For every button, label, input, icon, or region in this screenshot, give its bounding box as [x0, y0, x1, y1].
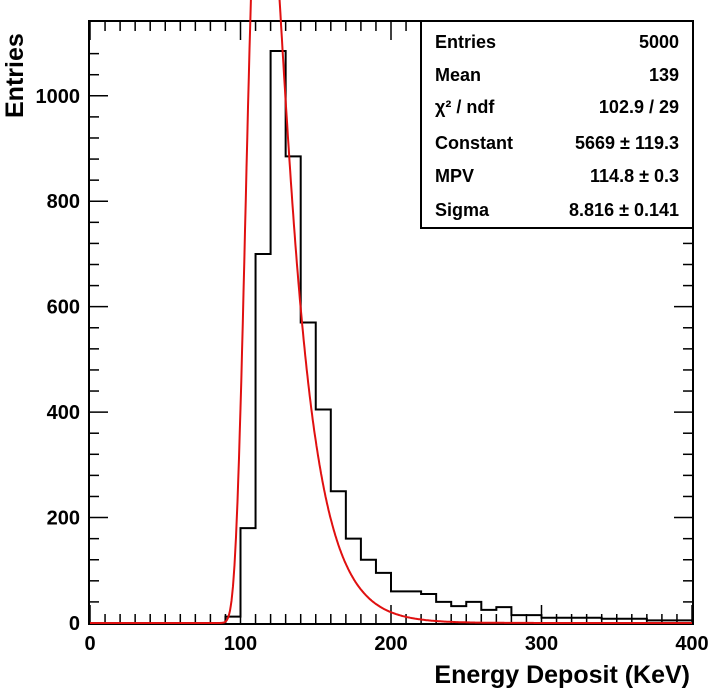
stats-rows: Entries 5000 Mean 139 χ² / ndf 102.9 / 29 Cons… — [435, 32, 679, 220]
stats-box: Entries 5000 Mean 139 χ² / ndf 102.9 / 29 Cons… — [420, 20, 694, 229]
histogram-line — [90, 49, 692, 624]
x-tick-label: 100 — [224, 633, 257, 655]
x-tick-labels: 0 100 200 300 400 — [84, 633, 708, 655]
y-axis-title: Entries — [1, 33, 29, 118]
y-tick-label: 0 — [69, 613, 80, 635]
stats-value: 102.9 / 29 — [599, 97, 679, 117]
stats-value: 5000 — [639, 32, 679, 52]
stats-value: 114.8 ± 0.3 — [590, 166, 679, 186]
y-tick-label: 200 — [47, 508, 80, 530]
x-tick-label: 400 — [675, 633, 708, 655]
plot-frame — [88, 20, 694, 625]
stats-label: Constant — [435, 133, 513, 153]
y-tick-labels: 0 200 400 600 800 1000 — [36, 86, 81, 635]
stats-label: MPV — [435, 166, 474, 186]
stats-value: 8.816 ± 0.141 — [569, 200, 679, 220]
x-tick-label: 300 — [525, 633, 558, 655]
stats-value: 139 — [649, 65, 679, 85]
x-axis-title: Energy Deposit (KeV) — [434, 661, 690, 689]
y-tick-label: 1000 — [36, 86, 81, 108]
y-tick-label: 400 — [47, 402, 80, 424]
stats-value: 5669 ± 119.3 — [575, 133, 679, 153]
y-tick-label: 600 — [47, 297, 80, 319]
stats-label: Sigma — [435, 200, 490, 220]
stats-label: χ² / ndf — [435, 97, 495, 117]
y-tick-label: 800 — [47, 191, 80, 213]
stats-label: Mean — [435, 65, 481, 85]
stats-box-frame — [420, 20, 694, 229]
x-tick-label: 200 — [374, 633, 407, 655]
x-tick-label: 0 — [84, 633, 95, 655]
landau-fit-curve — [90, 0, 692, 624]
stats-label: Entries — [435, 32, 496, 52]
